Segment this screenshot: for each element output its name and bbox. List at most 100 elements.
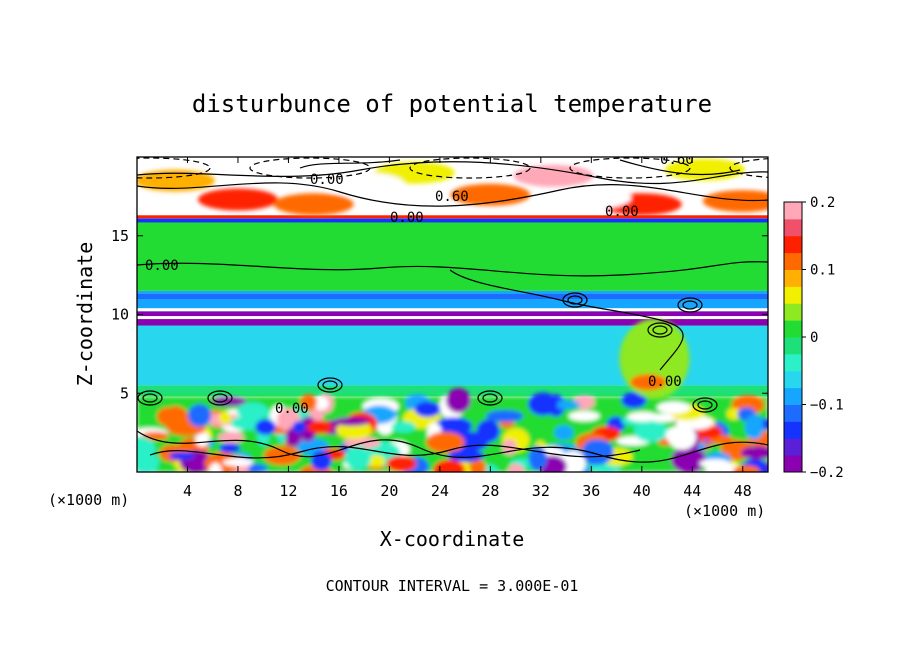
wave-blob	[137, 169, 215, 192]
tropopause-stripe	[137, 218, 768, 223]
contour-loop-7	[692, 397, 718, 413]
turbulence-blob	[726, 407, 742, 420]
y-axis: 5 10 15	[111, 227, 768, 402]
colorbar-tick-label: 0.2	[810, 195, 835, 211]
contour-loop-4	[562, 292, 588, 308]
colorbar-swatch	[784, 387, 802, 405]
y-axis-label: Z-coordinate	[73, 242, 97, 387]
chart-title: disturbunce of potential temperature	[192, 90, 712, 118]
contour-loop-inner-0	[142, 393, 158, 403]
x-tick-label: 8	[233, 482, 242, 500]
contour-interval-note: CONTOUR INTERVAL = 3.000E-01	[326, 577, 579, 595]
x-tick-label: 32	[532, 482, 550, 500]
turbulence-blob	[528, 446, 548, 471]
wave-blob	[450, 183, 531, 206]
dashed-contour	[729, 158, 768, 178]
contour-loop-3	[477, 390, 503, 406]
turbulence-blob	[141, 431, 169, 441]
contour-loop-0	[137, 390, 163, 406]
plume-blob	[630, 374, 667, 391]
wave-blob	[513, 164, 594, 187]
turbulence-blob	[386, 455, 417, 472]
turbulence-blob	[670, 446, 707, 472]
contour-loop-inner-2	[322, 380, 338, 390]
turbulence-blob	[168, 451, 196, 461]
turbulence-blob	[508, 463, 525, 472]
turbulence-blob	[414, 401, 441, 418]
x-tick-label: 36	[582, 482, 600, 500]
x-tick-label: 40	[633, 482, 651, 500]
turbulence-blob	[333, 417, 371, 426]
y-tick-label: 10	[111, 306, 129, 324]
turbulence-blob	[300, 394, 318, 411]
contour-loop-inner-5	[652, 325, 668, 335]
colorbar-swatch	[784, 252, 802, 270]
colorbar-swatch	[784, 286, 802, 304]
x-tick-label: 20	[380, 482, 398, 500]
turbulence-blob	[528, 392, 558, 416]
colorbar-swatch	[784, 337, 802, 355]
turbulence-blob	[344, 445, 372, 470]
colorbar-tick-label: −0.1	[810, 398, 844, 414]
band-layer-5	[137, 220, 768, 291]
turbulence-blob	[137, 436, 156, 462]
colorbar-tick-label: −0.2	[810, 465, 844, 481]
dashed-contour	[569, 157, 691, 179]
colorbar-swatch	[784, 202, 802, 220]
colorbar-swatch	[784, 320, 802, 338]
x-unit-right: (×1000 m)	[684, 502, 765, 520]
wave-blob	[551, 186, 632, 209]
turbulence-blob	[307, 420, 333, 434]
turbulence-blob	[447, 449, 485, 462]
wave-blob	[702, 190, 768, 213]
turbulence-blob	[255, 419, 276, 435]
contour-loop-6	[677, 297, 703, 313]
turbulence-blob	[469, 459, 487, 472]
x-axis-label: X-coordinate	[380, 527, 525, 551]
turbulence-blob	[656, 401, 691, 414]
contour-loop-inner-4	[567, 295, 583, 305]
contour-line-1	[137, 182, 768, 207]
turbulence-blob	[156, 407, 176, 426]
turbulence-blob	[581, 439, 608, 465]
colorbar-swatch	[784, 269, 802, 287]
x-tick-label: 44	[683, 482, 701, 500]
colorbar-swatch	[784, 404, 802, 422]
contour-label: 0.00	[275, 401, 309, 417]
x-tick-label: 48	[734, 482, 752, 500]
turbulence-blob	[222, 458, 254, 467]
turbulence-blob	[426, 431, 465, 453]
turbulence-blob	[236, 402, 269, 420]
contour-line-0	[137, 261, 768, 277]
turbulence-blob	[476, 419, 500, 443]
contour-label: 0.00	[605, 204, 639, 220]
turbulence-blob	[554, 425, 574, 440]
dashed-contour	[249, 157, 371, 179]
x-tick-label: 16	[330, 482, 348, 500]
tropopause-stripe-red	[137, 215, 768, 219]
wave-blob	[324, 172, 405, 195]
contour-loop-1	[207, 390, 233, 406]
colorbar-swatch	[784, 353, 802, 372]
turbulence-blob	[568, 410, 600, 422]
x-unit-left: (×1000 m)	[48, 491, 129, 509]
dashed-contour	[409, 157, 531, 179]
turbulence-blob	[218, 411, 232, 424]
contour-lines	[137, 157, 768, 463]
y-tick-label: 15	[111, 227, 129, 245]
wave-blob	[273, 193, 354, 216]
plot-area: 0.60 0.00 0.60 0.00 0.00 0.00 0.00 0.00	[137, 157, 768, 472]
x-axis: 4 8 12 16 20 24 28 32 36 40 44 48	[183, 157, 752, 500]
x-tick-label: 4	[183, 482, 192, 500]
turbulence-blob	[627, 411, 659, 422]
turbulence-blob	[391, 421, 416, 433]
turbulence-blob	[740, 446, 768, 460]
turbulence-blob	[732, 465, 760, 472]
colorbar-tick-label: 0	[810, 330, 818, 346]
turbulence-blob	[745, 414, 764, 440]
contour-line-4	[149, 444, 641, 459]
blue-stripe	[137, 294, 768, 300]
contour-line-2	[137, 161, 768, 185]
turbulence-blob	[621, 392, 647, 409]
